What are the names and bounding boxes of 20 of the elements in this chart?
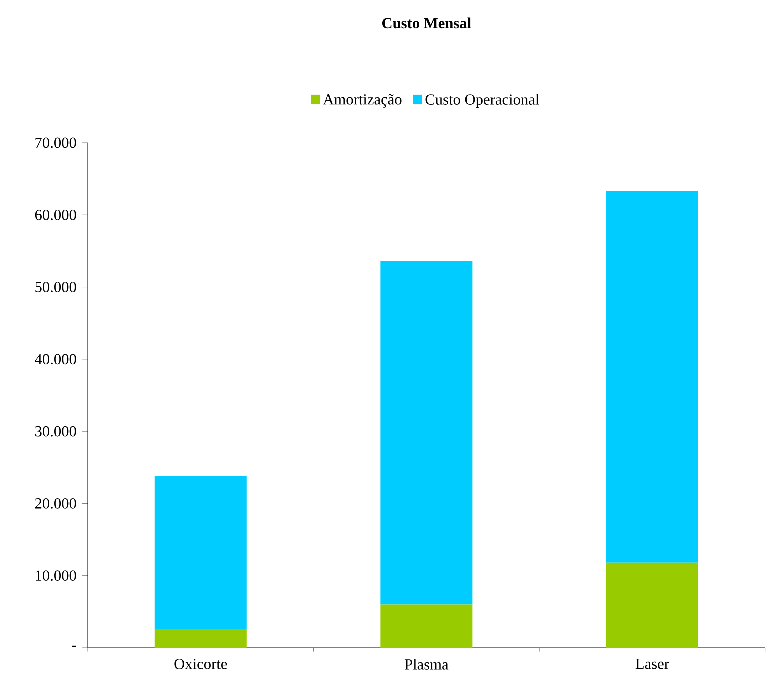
x-tick-label: Laser bbox=[636, 659, 670, 670]
bar bbox=[154, 476, 247, 630]
x-tick-label: Oxicorte bbox=[174, 659, 228, 670]
y-tick-label: 40.000 bbox=[35, 354, 76, 365]
bar bbox=[154, 629, 247, 648]
y-tick-label: 70.000 bbox=[36, 138, 76, 148]
y-tick-label: 50.000 bbox=[36, 282, 76, 292]
bar bbox=[606, 562, 698, 648]
bar bbox=[606, 191, 698, 563]
legend-label: Amortização bbox=[323, 94, 402, 108]
legend-label: Custo Operacional bbox=[426, 94, 540, 108]
y-tick-label: 10.000 bbox=[36, 570, 76, 582]
y-tick-label: 20.000 bbox=[35, 498, 76, 509]
bar bbox=[380, 261, 473, 605]
chart-title: Custo Mensal bbox=[382, 18, 472, 29]
bar bbox=[380, 604, 473, 648]
y-tick-label: 30.000 bbox=[35, 426, 76, 437]
x-tick-label: Plasma bbox=[404, 659, 449, 670]
y-tick-label: 60.000 bbox=[35, 210, 76, 220]
y-tick-label: - bbox=[72, 646, 76, 648]
